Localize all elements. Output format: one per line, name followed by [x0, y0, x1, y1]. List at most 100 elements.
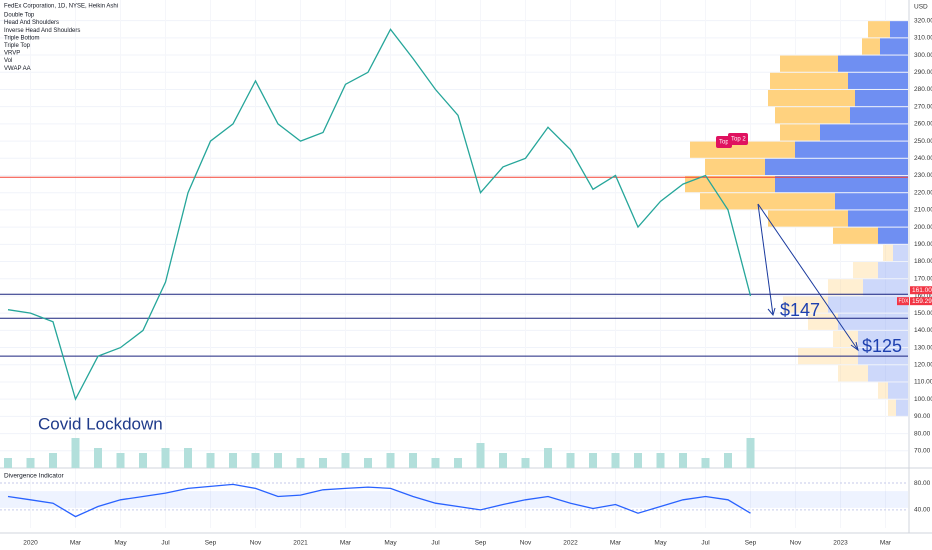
price-line	[7, 28, 752, 401]
y-tick-label: 170.00	[914, 275, 932, 282]
profile-up	[833, 330, 858, 348]
annotation: $125	[862, 336, 902, 356]
profile-down	[848, 72, 908, 89]
volume-bar	[611, 453, 620, 468]
profile-down	[868, 365, 908, 382]
y-tick-label: 160.00	[914, 293, 932, 300]
profile-up	[783, 296, 828, 313]
volume-bar	[274, 453, 282, 468]
volume-bar	[364, 458, 372, 468]
profile-down	[893, 244, 908, 262]
arrow	[757, 203, 859, 351]
y-tick-label: 320.00	[914, 17, 932, 24]
y-tick-label: 80.00	[914, 430, 931, 437]
y-tick-label: 140.00	[914, 327, 932, 334]
y-tick-label: 260.00	[914, 121, 932, 128]
volume-bar	[341, 453, 350, 468]
y-tick-label: 40.00	[914, 507, 931, 514]
profile-up	[768, 210, 848, 227]
indicator-name: Vol	[4, 58, 12, 64]
y-tick-label: 310.00	[914, 35, 932, 42]
volume-bar	[701, 458, 710, 468]
indicator-name: Double Top	[4, 13, 35, 19]
profile-down	[820, 124, 908, 141]
x-tick-label: Nov	[520, 540, 532, 547]
y-tick-label: 220.00	[914, 189, 932, 196]
arrow-head	[767, 307, 776, 317]
y-tick-label: 190.00	[914, 241, 932, 248]
profile-down	[880, 38, 908, 55]
volume-bar	[386, 453, 395, 468]
x-tick-label: May	[384, 540, 397, 547]
annotation-box	[728, 133, 748, 145]
profile-up	[768, 89, 855, 107]
profile-up	[828, 279, 863, 296]
profile-down	[878, 262, 908, 279]
profile-down	[855, 89, 908, 107]
profile-down	[795, 141, 908, 158]
volume-bar	[544, 448, 552, 468]
y-tick-label: 100.00	[914, 396, 932, 403]
volume-bar	[94, 448, 102, 468]
y-tick-label: 70.00	[914, 448, 931, 455]
profile-down	[878, 227, 908, 244]
y-tick-label: 80.00	[914, 480, 931, 487]
profile-up	[862, 38, 880, 55]
profile-down	[858, 330, 908, 348]
volume-bar	[229, 453, 237, 468]
volume-bar	[454, 458, 462, 468]
arrow	[757, 203, 774, 316]
profile-down	[890, 21, 908, 38]
profile-up	[868, 21, 890, 38]
y-tick-label: 200.00	[914, 224, 932, 231]
profile-up	[780, 55, 838, 72]
y-tick-label: 270.00	[914, 103, 932, 110]
x-tick-label: May	[654, 540, 667, 547]
arrow-head	[850, 341, 859, 352]
profile-up	[888, 399, 896, 416]
y-tick-label: 250.00	[914, 138, 932, 145]
volume-bar	[184, 448, 192, 468]
x-tick-label: Nov	[250, 540, 262, 547]
x-tick-label: 2020	[23, 540, 38, 547]
profile-up	[775, 107, 850, 124]
profile-up	[780, 124, 820, 141]
volume-bar	[139, 453, 147, 468]
price-tag-label: 161.00	[912, 287, 932, 294]
volume-bar	[26, 458, 35, 468]
profile-up	[808, 313, 838, 330]
price-tag	[910, 286, 932, 295]
x-tick-label: Jul	[431, 540, 440, 547]
annotation: Top	[719, 140, 729, 146]
y-tick-label: 180.00	[914, 258, 932, 265]
x-tick-label: Nov	[790, 540, 802, 547]
x-tick-label: Jul	[161, 540, 170, 547]
x-tick-label: Jul	[701, 540, 710, 547]
y-tick-label: 290.00	[914, 69, 932, 76]
volume-bar	[409, 453, 417, 468]
price-tag-label: 159.29	[912, 298, 932, 305]
profile-up	[878, 382, 888, 399]
volume-bar	[521, 458, 530, 468]
x-tick-label: Mar	[610, 540, 622, 547]
profile-down	[850, 107, 908, 124]
volume-bar	[656, 453, 665, 468]
y-tick-label: 150.00	[914, 310, 932, 317]
y-tick-label: 300.00	[914, 52, 932, 59]
volume-bar	[724, 453, 732, 468]
profile-down	[888, 382, 908, 399]
x-tick-label: Sep	[745, 540, 757, 547]
volume-bar	[71, 438, 80, 468]
profile-up	[770, 72, 848, 89]
profile-up	[833, 227, 878, 244]
x-tick-label: Sep	[475, 540, 487, 547]
profile-up	[853, 262, 878, 279]
volume-bar	[499, 453, 507, 468]
price-tag	[910, 297, 932, 306]
currency: USD	[914, 4, 928, 11]
volume-bar	[4, 458, 12, 468]
y-tick-label: 90.00	[914, 413, 931, 420]
indicator-name: Triple Top	[4, 43, 31, 49]
price-line	[7, 483, 751, 518]
profile-down	[896, 399, 908, 416]
